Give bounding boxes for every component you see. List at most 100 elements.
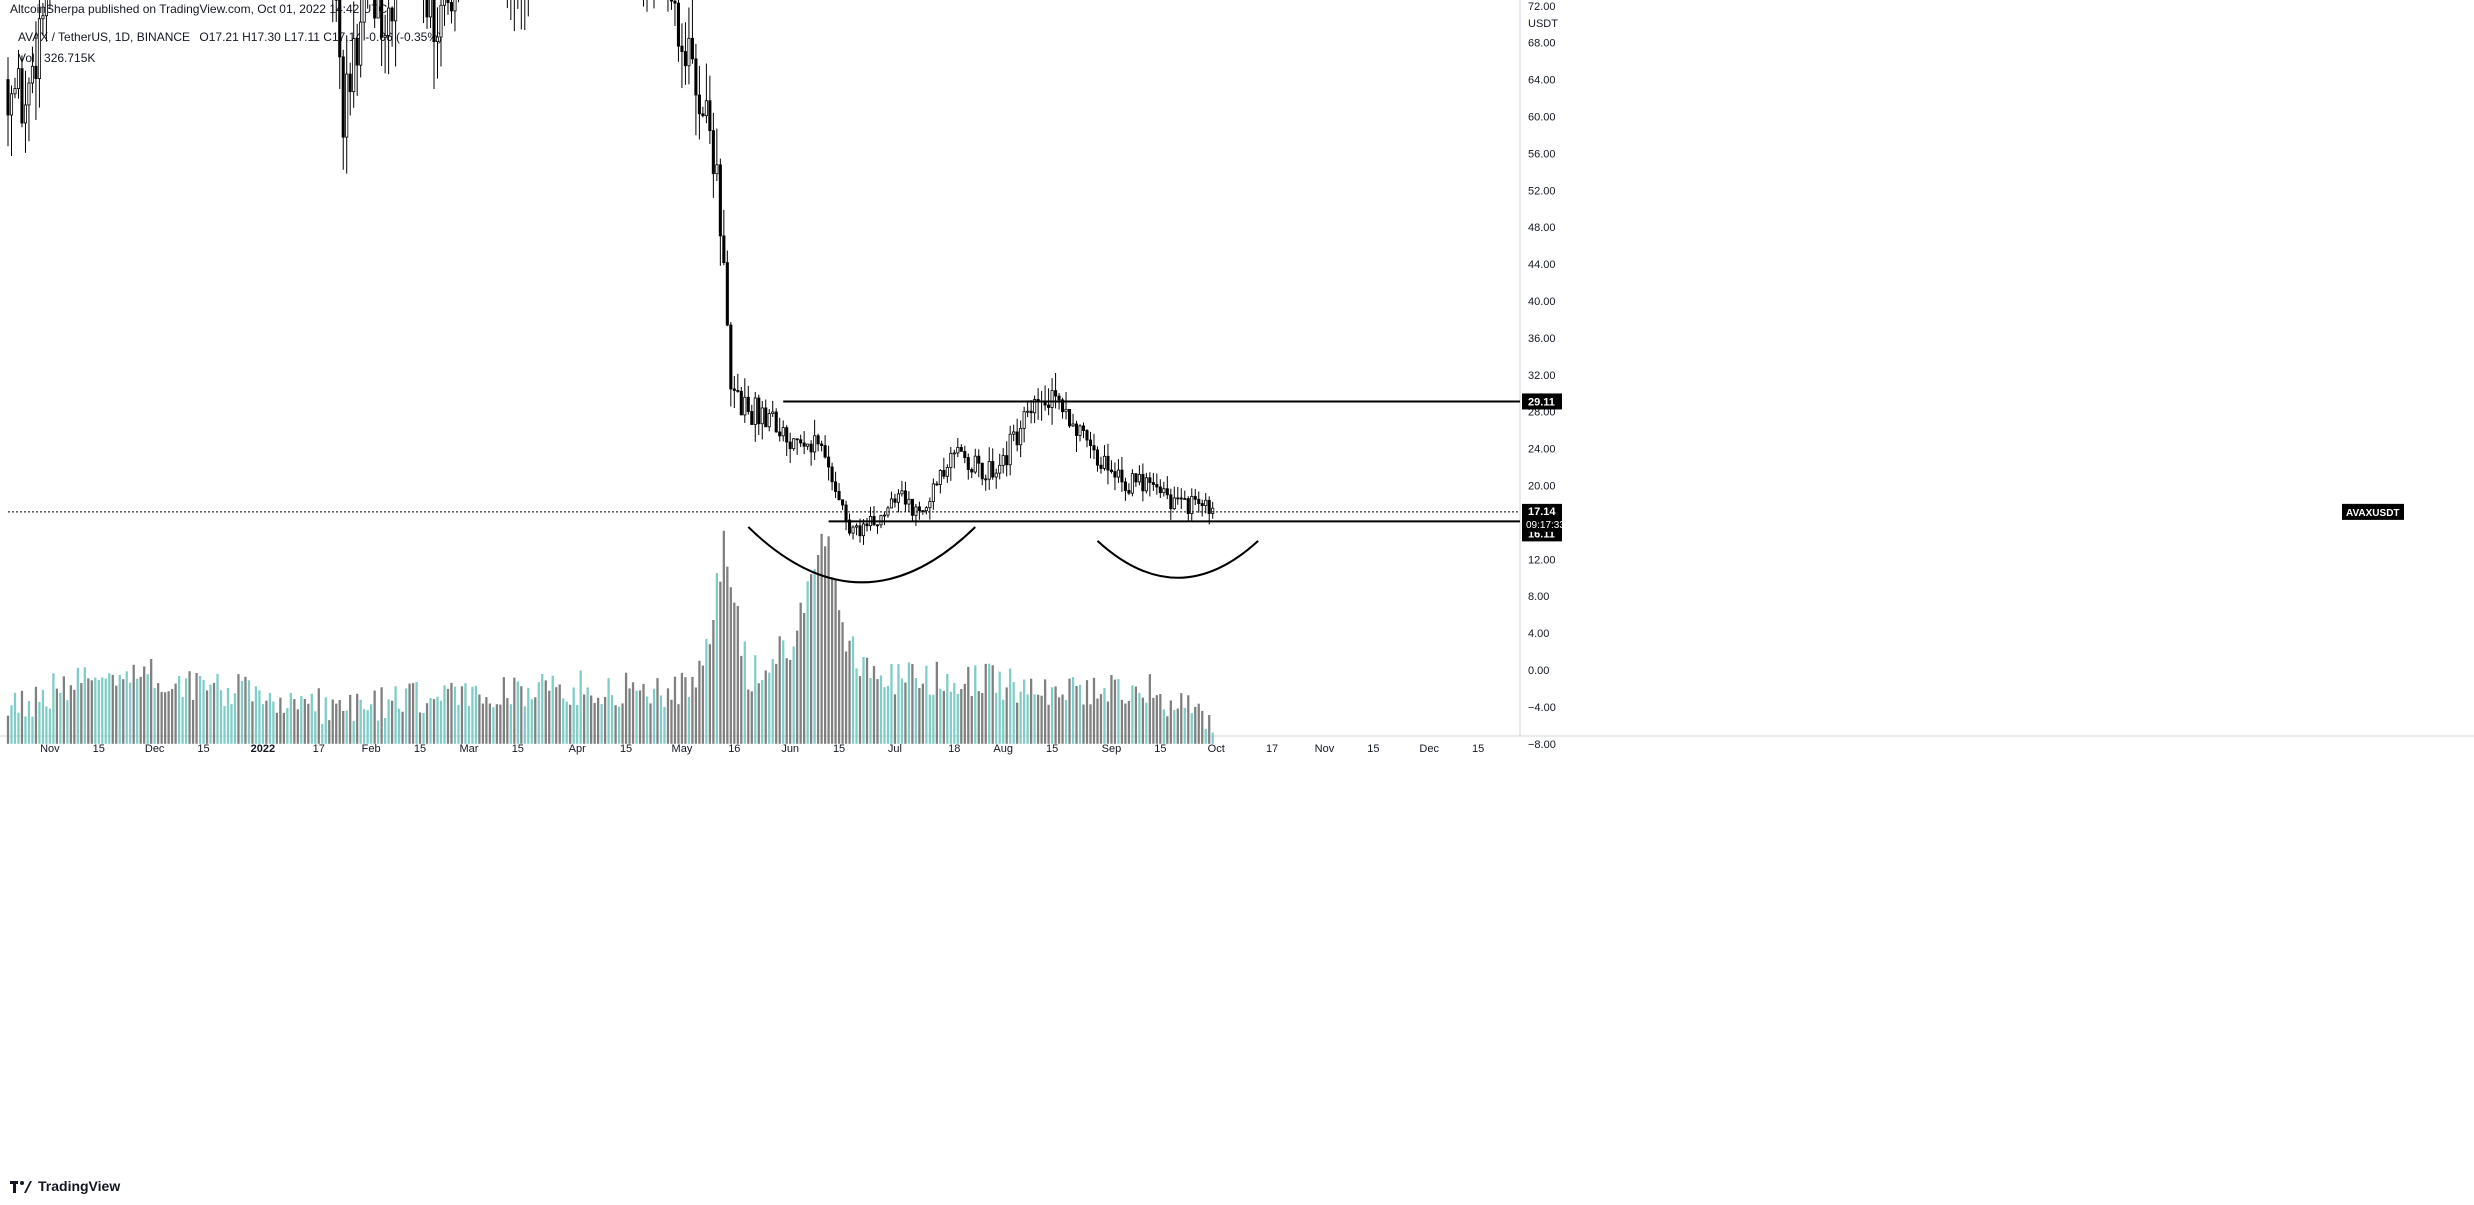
- candle-body: [837, 491, 841, 501]
- candle-body: [827, 456, 831, 468]
- volume-bar: [970, 696, 973, 744]
- volume-bar: [844, 651, 848, 744]
- candle-body: [1193, 496, 1197, 500]
- volume-bar: [684, 677, 687, 744]
- candle-body: [449, 2, 454, 12]
- candle-body: [41, 15, 45, 20]
- candle-body: [1211, 507, 1215, 514]
- volume-bar: [1036, 694, 1040, 744]
- candle-body: [1005, 455, 1009, 466]
- volume-bar: [953, 682, 956, 744]
- volume-bar: [925, 665, 928, 744]
- volume-bar: [237, 674, 240, 744]
- volume-bar: [988, 663, 991, 744]
- volume-bar: [523, 706, 526, 744]
- volume-bar: [1127, 700, 1131, 744]
- volume-bar: [764, 670, 767, 744]
- resistance-price-tag-bg: [1522, 393, 1562, 410]
- candle-body: [428, 0, 433, 18]
- volume-bar: [212, 682, 216, 744]
- volume-bar: [223, 706, 226, 744]
- volume-bar: [471, 686, 474, 744]
- volume-bar: [869, 678, 872, 744]
- volume-bar: [453, 686, 457, 744]
- volume-bar: [404, 688, 408, 744]
- candle-body: [680, 45, 684, 52]
- candle-body: [795, 438, 799, 441]
- candle-body: [1200, 503, 1204, 507]
- volume-bar: [1075, 685, 1078, 744]
- volume-bar: [855, 668, 858, 744]
- candle-body: [348, 73, 352, 93]
- candle-body: [373, 0, 377, 19]
- y-tick-label: 8.00: [1528, 591, 1549, 603]
- volume-bar: [338, 700, 341, 744]
- candle-body: [1015, 431, 1019, 446]
- volume-bar: [593, 702, 596, 744]
- candle-body: [20, 68, 24, 124]
- volume-bar: [492, 707, 495, 744]
- volume-bar: [1194, 706, 1197, 744]
- volume-bar: [673, 676, 677, 744]
- candle-body: [1068, 408, 1072, 427]
- volume-bar: [446, 688, 450, 744]
- candle-body: [942, 470, 946, 477]
- volume-bar: [383, 718, 387, 744]
- volume-bar: [202, 679, 205, 744]
- volume-bar: [1061, 694, 1064, 744]
- volume-bar: [460, 686, 464, 744]
- volume-bar: [963, 683, 966, 744]
- candle-body: [788, 441, 792, 450]
- volume-bar: [1050, 687, 1054, 744]
- candle-body: [376, 0, 380, 19]
- x-tick-label: 15: [1367, 743, 1379, 755]
- volume-bar: [1110, 674, 1113, 744]
- volume-bar: [823, 546, 827, 744]
- left-cup-arc: [747, 526, 976, 584]
- candle-body: [708, 100, 712, 132]
- volume-bar: [534, 697, 537, 744]
- x-tick-label: 15: [1472, 743, 1484, 755]
- volume-bar: [729, 587, 732, 744]
- volume-bar: [184, 678, 188, 744]
- volume-bar: [1054, 686, 1057, 744]
- volume-bar: [792, 646, 795, 744]
- volume-bar: [1173, 710, 1176, 744]
- candle-body: [1130, 473, 1134, 494]
- candle-body: [1176, 497, 1180, 500]
- tradingview-footer[interactable]: TradingView: [10, 1178, 120, 1194]
- symbol-name[interactable]: AVAX / TetherUS, 1D, BINANCE: [18, 30, 191, 44]
- volume-bar: [757, 683, 760, 744]
- candle-body: [9, 93, 14, 116]
- candle-body: [1148, 477, 1152, 483]
- volume-bar: [768, 672, 771, 744]
- volume-bar: [596, 697, 600, 744]
- volume-bar: [377, 720, 380, 744]
- volume-bar: [268, 692, 272, 744]
- volume-bar: [1043, 679, 1047, 744]
- volume-bar: [771, 659, 774, 744]
- countdown-timer: 09:17:33: [1526, 520, 1565, 531]
- volume-bar: [712, 620, 715, 744]
- volume-bar: [921, 683, 925, 744]
- volume-bar: [265, 700, 268, 744]
- candle-body: [1116, 469, 1120, 478]
- volume-bar: [932, 694, 935, 744]
- volume-bar: [645, 696, 649, 744]
- candle-body: [767, 413, 771, 428]
- volume-bar: [1019, 691, 1022, 744]
- volume-bar: [481, 703, 485, 744]
- volume-bar: [10, 705, 13, 744]
- y-tick-label: 24.00: [1528, 444, 1556, 456]
- x-tick-label: 17: [1266, 743, 1278, 755]
- volume-bar: [69, 685, 72, 744]
- volume-bar: [195, 673, 198, 744]
- last-price-tag: AVAXUSDT 17.14 09:17:33: [1522, 503, 2404, 532]
- candle-body: [442, 0, 447, 6]
- x-tick-label: Dec: [1419, 743, 1439, 755]
- candle-body: [6, 79, 10, 116]
- volume-bar: [101, 677, 104, 744]
- volume-bar: [530, 699, 533, 744]
- volume-bar: [115, 685, 118, 744]
